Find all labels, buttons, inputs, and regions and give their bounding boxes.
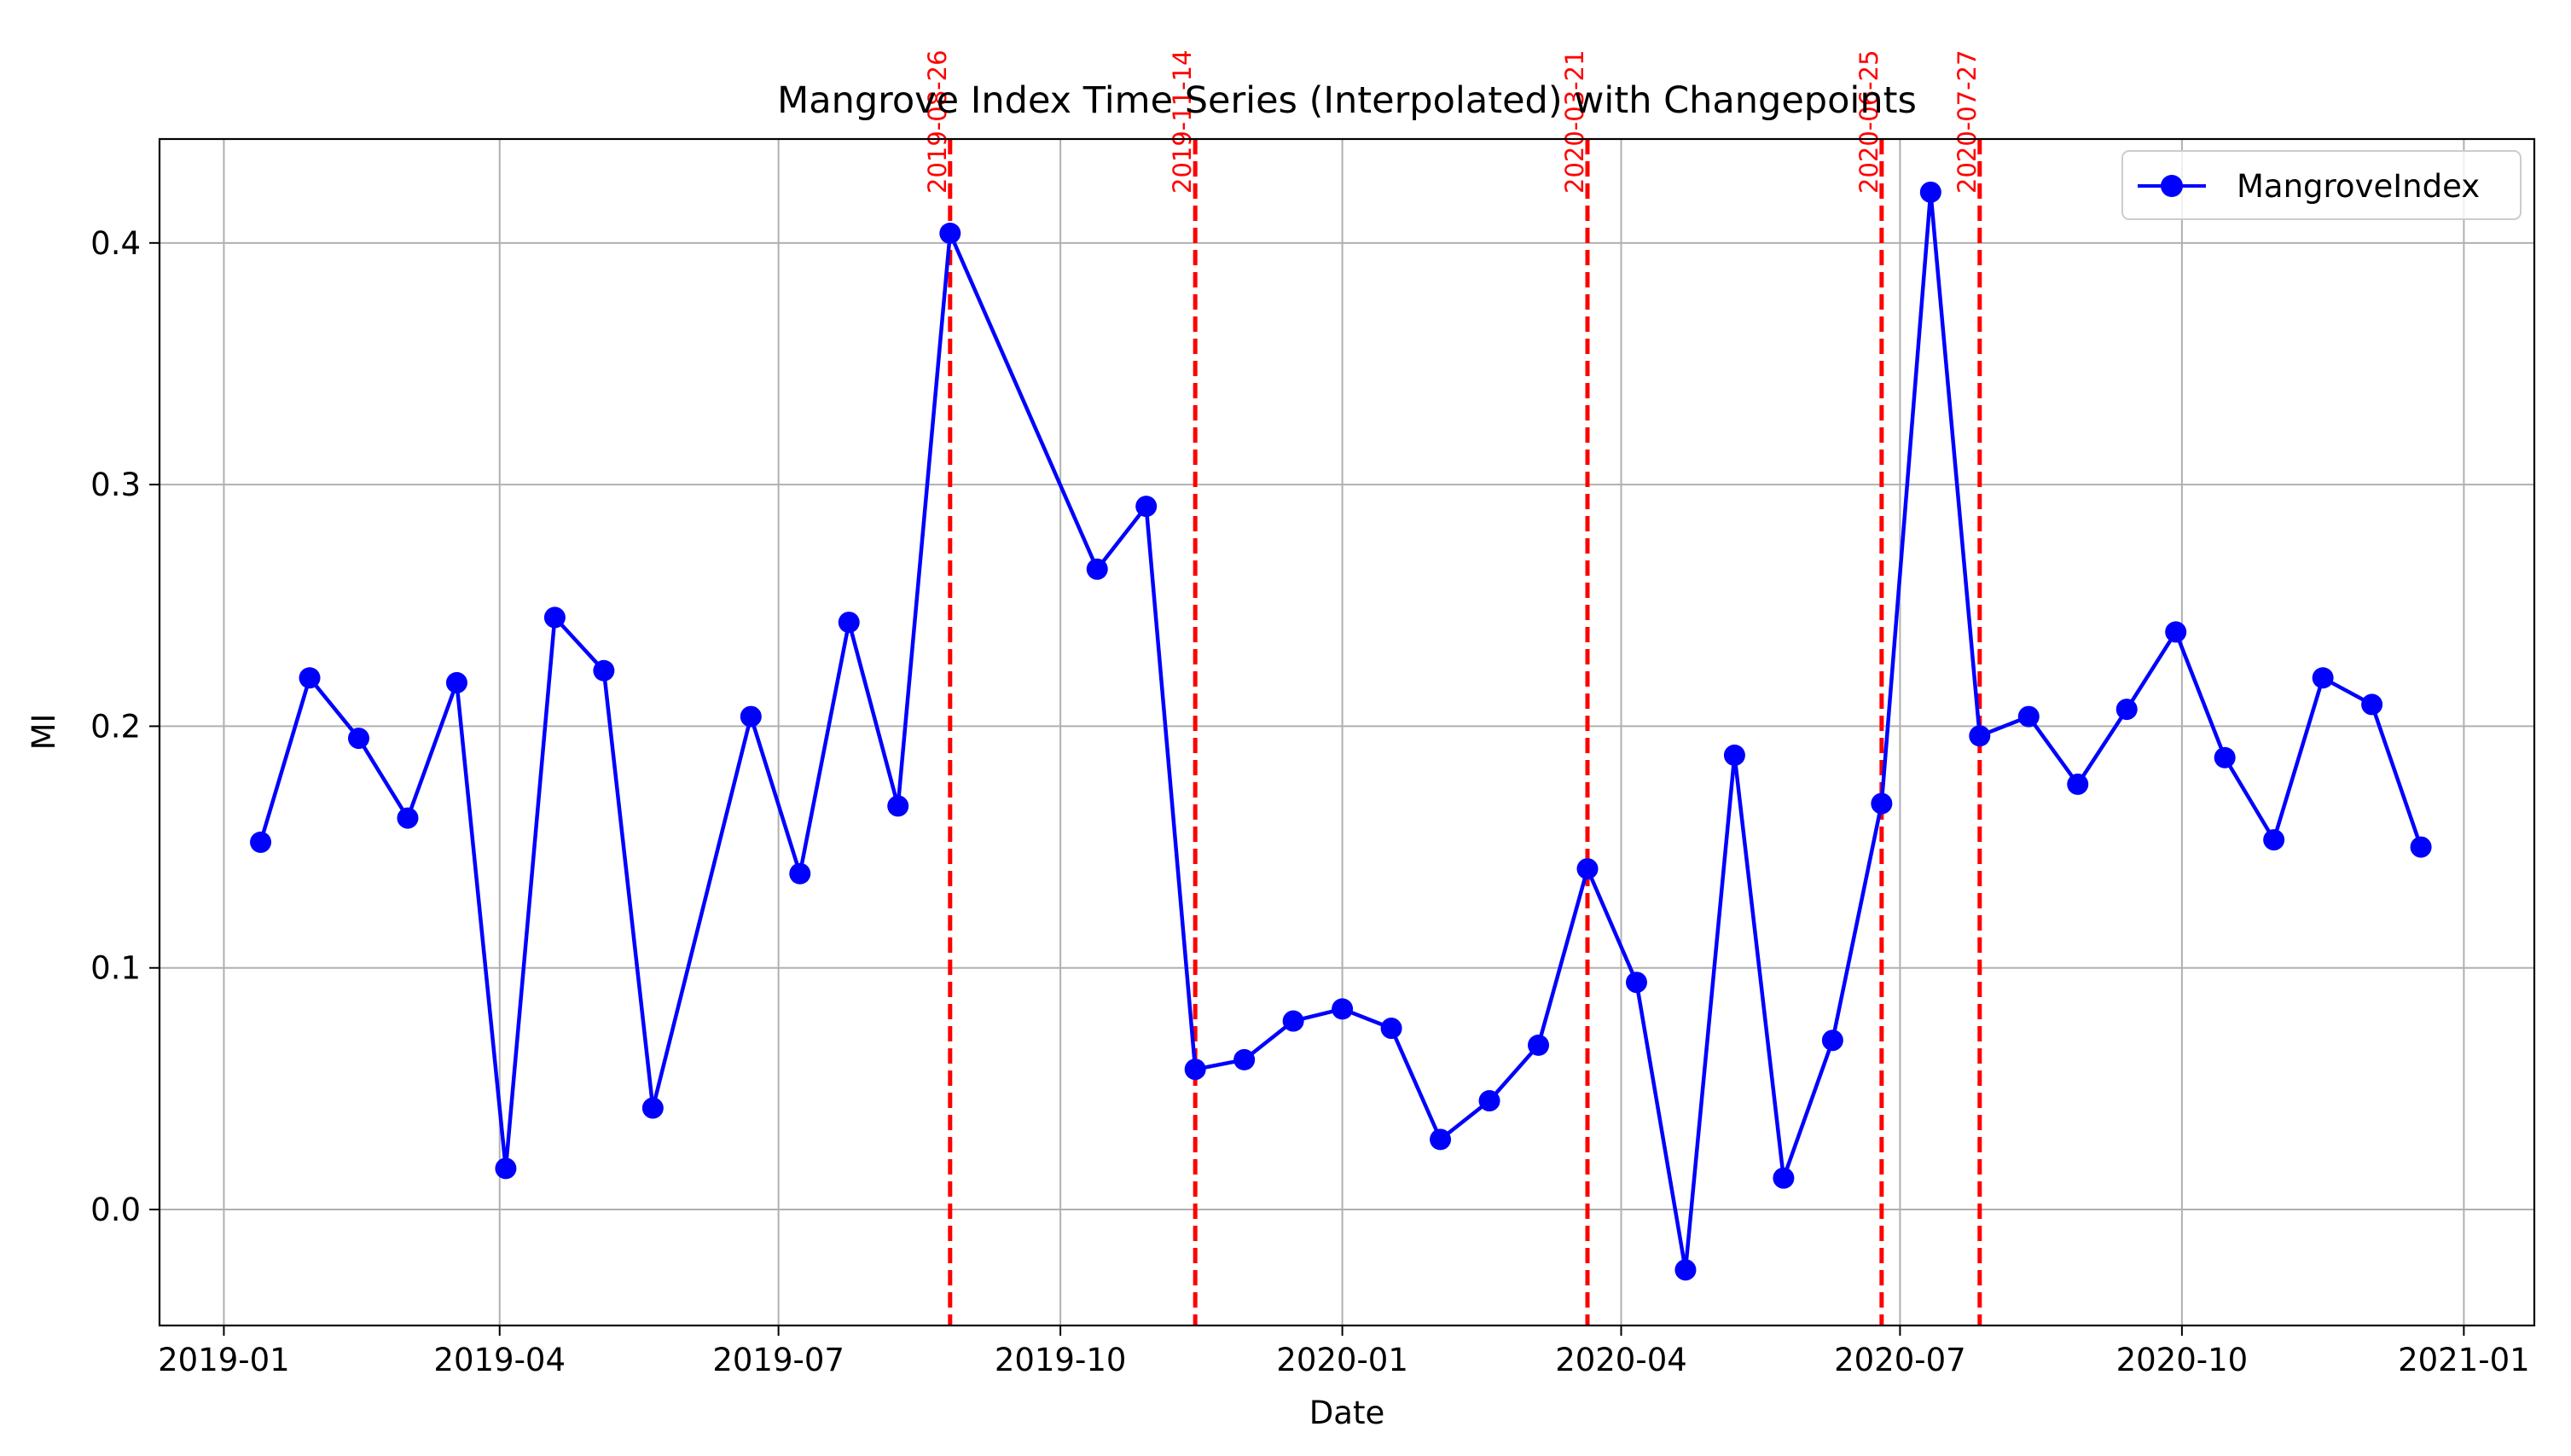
data-point	[1430, 1128, 1452, 1151]
data-point	[1674, 1259, 1697, 1281]
data-point	[939, 222, 961, 244]
data-point	[2115, 699, 2138, 721]
x-axis-label: Date	[1309, 1395, 1384, 1431]
x-tick-label: 2019-04	[433, 1342, 566, 1378]
data-point	[1821, 1030, 1843, 1052]
grid-lines	[160, 139, 2534, 1325]
series-line	[258, 190, 2423, 1273]
data-point	[1871, 792, 1893, 815]
chart-title: Mangrove Index Time Series (Interpolated…	[777, 79, 1917, 122]
x-tick-label: 2019-10	[995, 1342, 1127, 1378]
changepoint-label: 2020-07-27	[1953, 49, 1982, 194]
data-point	[1233, 1048, 1256, 1070]
data-point	[2361, 693, 2383, 716]
data-series	[250, 181, 2432, 1281]
data-point	[1478, 1090, 1500, 1112]
data-point	[1576, 858, 1599, 880]
data-point	[2017, 705, 2040, 728]
changepoint-label: 2019-08-26	[923, 49, 952, 194]
x-tick-label: 2020-10	[2116, 1342, 2249, 1378]
y-tick-label: 0.1	[90, 950, 141, 987]
x-tick-label: 2021-01	[2398, 1342, 2530, 1378]
data-point	[1969, 725, 1991, 747]
y-tick-label: 0.4	[90, 225, 141, 262]
data-point	[2410, 836, 2432, 858]
data-point	[1332, 998, 1354, 1020]
changepoint-lines: 2019-08-26 2019-11-14 2020-03-21 2020-06-25…	[923, 49, 1982, 1325]
changepoint-label: 2019-11-14	[1168, 49, 1197, 194]
legend-label: MangroveIndex	[2237, 168, 2480, 205]
data-point	[1086, 558, 1108, 580]
data-point	[740, 705, 762, 728]
y-tick-label: 0.2	[90, 708, 141, 745]
data-point	[2312, 667, 2334, 689]
legend-box	[2121, 150, 2522, 220]
legend: MangroveIndex	[2121, 150, 2522, 220]
data-point	[1625, 972, 1647, 994]
data-point	[299, 667, 321, 689]
data-point	[2165, 621, 2187, 643]
y-axis-label: MI	[26, 714, 62, 751]
data-point	[1135, 496, 1158, 518]
data-point	[495, 1157, 517, 1180]
data-point	[641, 1097, 664, 1119]
plot-frame	[158, 137, 2536, 1327]
data-point	[838, 612, 860, 634]
data-point	[347, 728, 369, 750]
data-point	[887, 795, 909, 817]
data-point	[1773, 1167, 1795, 1189]
data-point	[397, 807, 419, 829]
data-point	[2214, 746, 2236, 769]
changepoint-label: 2020-03-21	[1560, 49, 1589, 194]
x-axis-ticks: 2019-01 2019-04 2019-07 2019-10 2020-01 2020-…	[158, 1325, 2530, 1378]
data-point	[2067, 773, 2089, 795]
data-point	[1723, 744, 1745, 766]
data-point	[593, 659, 615, 682]
x-tick-label: 2019-07	[712, 1342, 844, 1378]
data-point	[445, 671, 467, 693]
y-axis-ticks: 0.0 0.1 0.2 0.3 0.4	[90, 225, 160, 1228]
y-tick-label: 0.3	[90, 467, 141, 503]
y-tick-label: 0.0	[90, 1192, 141, 1228]
data-point	[250, 831, 272, 853]
data-point	[2263, 829, 2285, 851]
changepoint-label: 2020-06-25	[1854, 49, 1883, 194]
x-tick-label: 2019-01	[158, 1342, 290, 1378]
data-point	[1919, 181, 1941, 203]
data-point	[789, 862, 811, 885]
data-point	[1380, 1018, 1402, 1040]
x-tick-label: 2020-04	[1555, 1342, 1687, 1378]
data-point	[1282, 1010, 1304, 1032]
x-tick-label: 2020-07	[1834, 1342, 1966, 1378]
data-point	[1184, 1059, 1206, 1081]
x-tick-label: 2020-01	[1276, 1342, 1408, 1378]
data-point	[543, 606, 566, 629]
legend-marker-swatch	[2161, 175, 2183, 197]
data-point	[1528, 1034, 1550, 1056]
